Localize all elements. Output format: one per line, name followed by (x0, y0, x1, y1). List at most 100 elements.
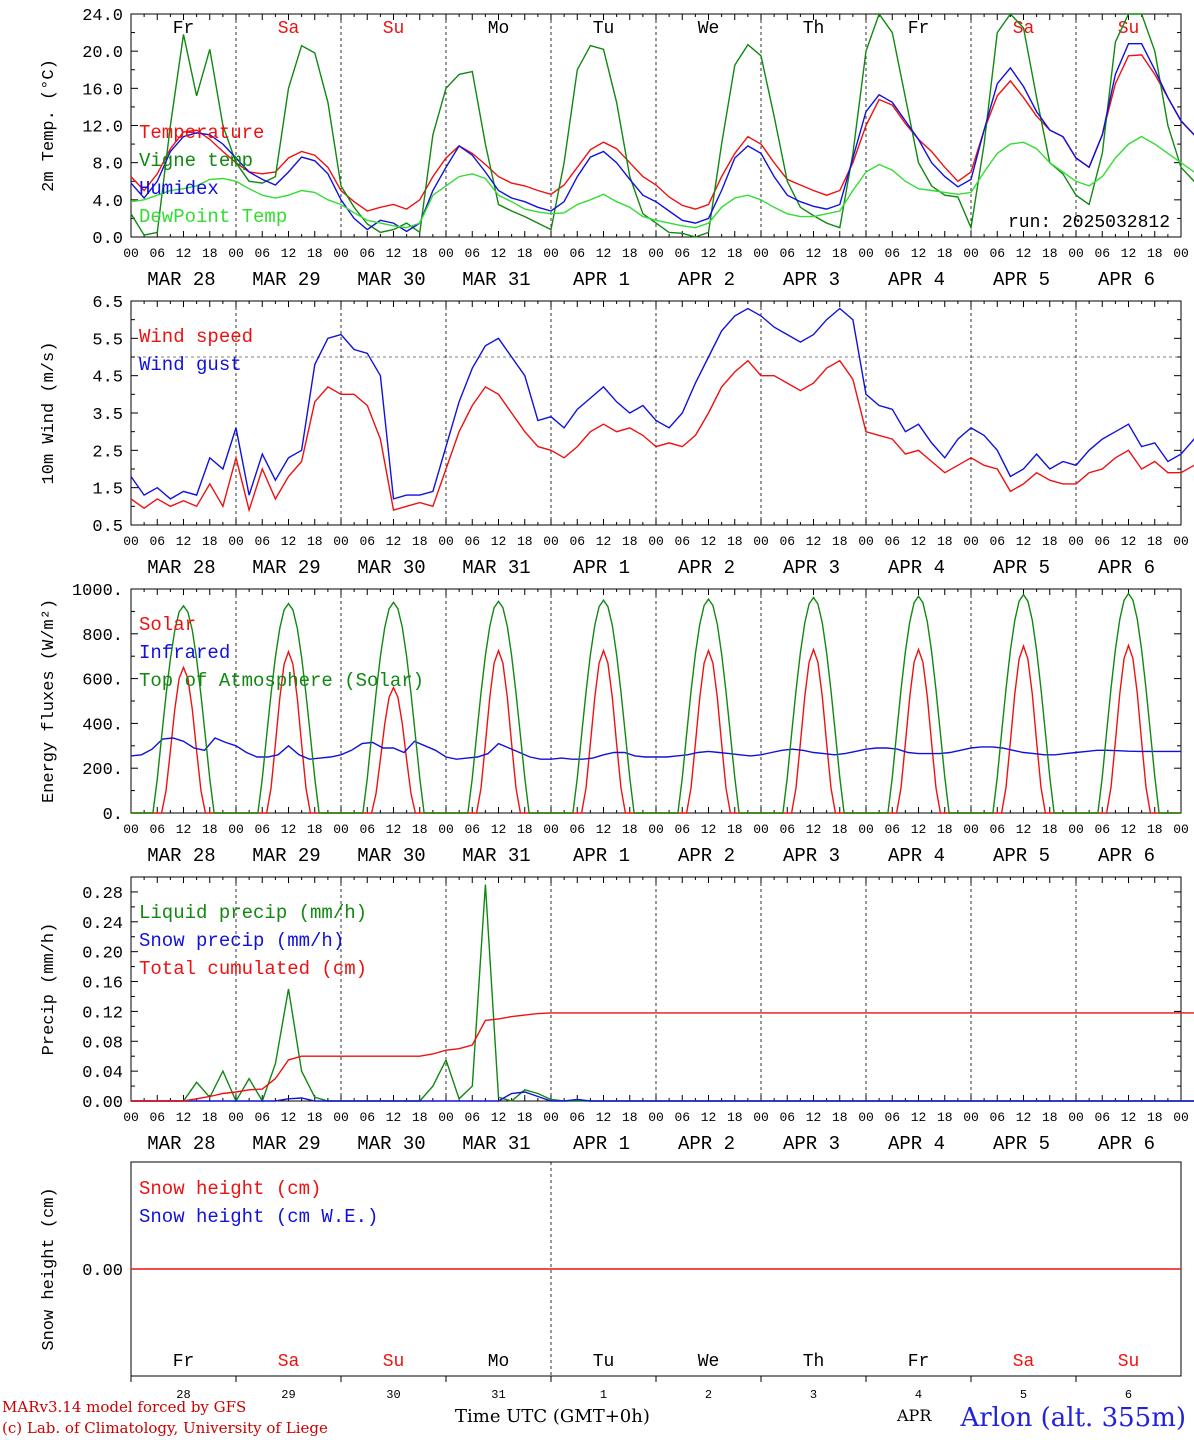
x-date-label: APR 4 (888, 1133, 945, 1155)
y-tick-label: 400. (82, 716, 123, 735)
x-date-label: APR 1 (573, 269, 630, 291)
x-hour-label: 12 (806, 246, 822, 261)
x-hour-label: 00 (333, 822, 349, 837)
series-line-blue (130, 737, 1181, 760)
series-line-lightgreen (130, 135, 1194, 229)
x-hour-label: 18 (1147, 822, 1163, 837)
x-date-label: MAR 31 (462, 845, 530, 867)
legend-entry: Solar (139, 614, 196, 636)
station-name: Arlon (alt. 355m) (960, 1403, 1186, 1433)
x-hour-label: 00 (1173, 1110, 1189, 1125)
y-tick-label: 0.5 (92, 518, 123, 537)
x-date-label: MAR 30 (357, 269, 425, 291)
legend-entry: DewPoint Temp (139, 206, 287, 228)
y-tick-label: 200. (82, 761, 123, 780)
y-tick-label: 5.5 (92, 331, 123, 350)
x-hour-label: 00 (543, 822, 559, 837)
legend-entry: Infrared (139, 642, 230, 664)
x-hour-label: 12 (1121, 822, 1137, 837)
x-hour-label: 00 (438, 246, 454, 261)
x-hour-label: 00 (753, 246, 769, 261)
x-hour-label: 06 (254, 246, 270, 261)
y-tick-label: 6.5 (92, 294, 123, 313)
plot-frame-0 (130, 13, 1182, 238)
x-date-label: APR 4 (888, 557, 945, 579)
x-hour-label: 00 (333, 1110, 349, 1125)
series-line-green (130, 12, 1194, 238)
x-hour-label: 12 (281, 822, 297, 837)
weekday-label: Sa (278, 1352, 300, 1372)
x-hour-label: 06 (674, 1110, 690, 1125)
x-hour-label: 06 (569, 246, 585, 261)
series-line-blue (130, 307, 1194, 500)
x-date-label: MAR 29 (252, 1133, 320, 1155)
x-hour-label: 12 (1121, 1110, 1137, 1125)
x-hour-label: 00 (858, 1110, 874, 1125)
legend-entry: Temperature (139, 122, 264, 144)
x-hour-label: 00 (438, 534, 454, 549)
x-date-label: MAR 29 (252, 269, 320, 291)
x-hour-label: 18 (727, 246, 743, 261)
y-tick-label: 0.00 (82, 1262, 123, 1281)
x-hour-label: 18 (307, 246, 323, 261)
x-hour-label: 06 (989, 1110, 1005, 1125)
x-date-label: APR 5 (993, 269, 1050, 291)
x-hour-label: 06 (884, 822, 900, 837)
series-line-red (130, 359, 1194, 513)
x-hour-label: 06 (989, 246, 1005, 261)
x-hour-label: 00 (123, 822, 139, 837)
x-hour-label: 00 (228, 822, 244, 837)
day-number-label: 28 (176, 1388, 190, 1402)
x-hour-label: 00 (963, 1110, 979, 1125)
x-date-label: APR 2 (678, 845, 735, 867)
y-tick-label: 0.04 (82, 1064, 123, 1083)
x-hour-label: 06 (1094, 1110, 1110, 1125)
x-hour-label: 18 (412, 822, 428, 837)
x-hour-label: 18 (1042, 246, 1058, 261)
x-hour-label: 06 (779, 246, 795, 261)
day-number-label: 5 (1020, 1388, 1027, 1402)
x-hour-label: 18 (412, 534, 428, 549)
x-hour-label: 06 (149, 246, 165, 261)
y-tick-label: 0.16 (82, 975, 123, 994)
month-label: APR (897, 1406, 932, 1425)
x-hour-label: 12 (911, 246, 927, 261)
lab-credit: (c) Lab. of Climatology, University of L… (2, 1419, 328, 1437)
weekday-label: Fr (908, 1352, 930, 1372)
y-tick-label: 4.0 (92, 193, 123, 212)
x-hour-label: 12 (1016, 822, 1032, 837)
series-line-green (131, 592, 1181, 814)
run-annotation: run: 2025032812 (1008, 213, 1170, 233)
y-tick-label: 12.0 (82, 119, 123, 138)
x-hour-label: 18 (832, 1110, 848, 1125)
y-tick-label: 24.0 (82, 7, 123, 26)
x-hour-label: 12 (176, 534, 192, 549)
x-hour-label: 18 (412, 246, 428, 261)
x-hour-label: 00 (543, 534, 559, 549)
x-hour-label: 12 (806, 1110, 822, 1125)
y-axis-label: 2m Temp. (°C) (40, 59, 59, 192)
x-hour-label: 18 (202, 822, 218, 837)
x-hour-label: 06 (884, 1110, 900, 1125)
x-hour-label: 00 (438, 822, 454, 837)
legend-entry: Wind speed (139, 326, 253, 348)
weekday-label: We (698, 1352, 720, 1372)
weekday-label: Fr (173, 1352, 195, 1372)
x-hour-label: 00 (1173, 534, 1189, 549)
legend-entry: Humidex (139, 178, 219, 200)
x-hour-label: 06 (464, 534, 480, 549)
x-hour-label: 12 (491, 534, 507, 549)
x-hour-label: 06 (674, 822, 690, 837)
x-hour-label: 18 (307, 534, 323, 549)
x-hour-label: 06 (674, 534, 690, 549)
y-tick-label: 0.20 (82, 945, 123, 964)
x-hour-label: 00 (1173, 246, 1189, 261)
x-hour-label: 00 (543, 246, 559, 261)
y-tick-label: 800. (82, 627, 123, 646)
x-hour-label: 06 (359, 246, 375, 261)
x-hour-label: 12 (806, 822, 822, 837)
x-hour-label: 18 (832, 534, 848, 549)
x-hour-label: 06 (1094, 822, 1110, 837)
x-hour-label: 18 (937, 246, 953, 261)
y-tick-label: 600. (82, 672, 123, 691)
